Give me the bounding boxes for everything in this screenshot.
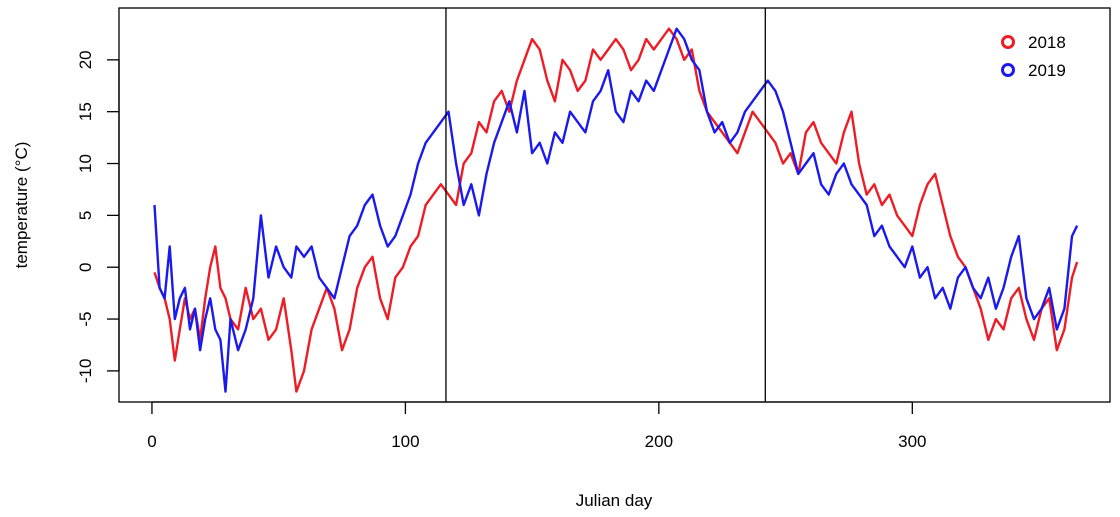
x-tick-label-100: 100 bbox=[391, 432, 419, 451]
vertical-reference-lines bbox=[445, 8, 766, 402]
x-tick-label-200: 200 bbox=[645, 432, 673, 451]
legend-marker-2019 bbox=[1001, 63, 1015, 77]
x-axis: 0 100 200 300 bbox=[147, 401, 926, 451]
legend: 2018 2019 bbox=[1001, 33, 1066, 80]
x-tick-label-0: 0 bbox=[147, 432, 156, 451]
legend-label-2019: 2019 bbox=[1028, 61, 1066, 80]
legend-label-2018: 2018 bbox=[1028, 33, 1066, 52]
x-axis-label: Julian day bbox=[576, 491, 653, 510]
x-tick-label-300: 300 bbox=[898, 432, 926, 451]
y-axis: -10 -5 0 5 10 15 20 bbox=[76, 50, 120, 384]
series-line-2019 bbox=[153, 27, 1079, 393]
y-tick-label--5: -5 bbox=[76, 311, 95, 326]
series-line-2018 bbox=[153, 27, 1079, 393]
y-tick-label--10: -10 bbox=[76, 359, 95, 384]
y-tick-label-15: 15 bbox=[76, 102, 95, 121]
y-axis-label: temperature (°C) bbox=[12, 142, 31, 269]
y-tick-label-0: 0 bbox=[76, 262, 95, 271]
plot-frame bbox=[118, 7, 1111, 403]
y-tick-label-10: 10 bbox=[76, 154, 95, 173]
y-tick-label-5: 5 bbox=[76, 211, 95, 220]
plot-lines bbox=[153, 27, 1079, 393]
y-tick-label-20: 20 bbox=[76, 50, 95, 69]
legend-marker-2018 bbox=[1001, 35, 1015, 49]
